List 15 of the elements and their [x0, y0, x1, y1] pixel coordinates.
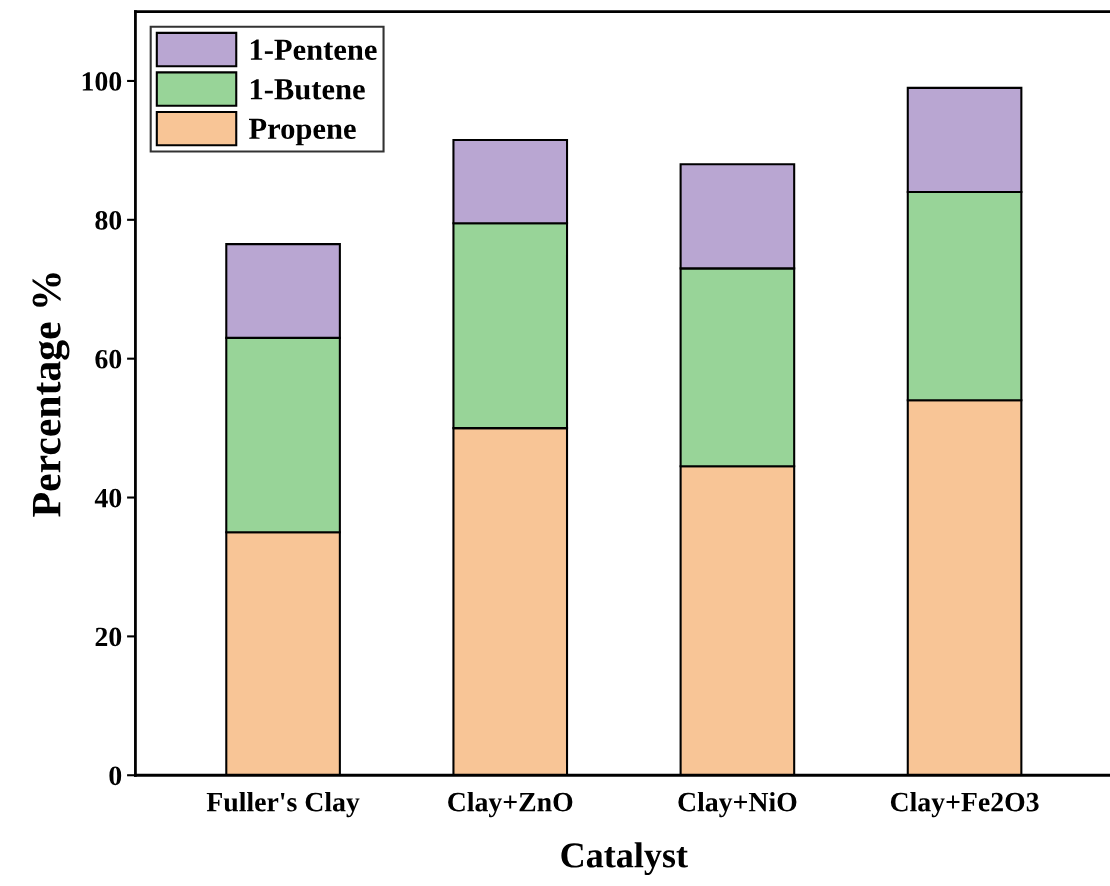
x-tick-label: Fuller's Clay — [206, 791, 360, 818]
legend-label: 1-Butene — [250, 79, 365, 100]
legend-label: Propene — [249, 118, 356, 146]
x-tick-label: Clay+Fe2O3 — [890, 791, 1039, 818]
x-axis-title: Catalyst — [561, 842, 688, 876]
y-tick-label: 0 — [109, 766, 122, 786]
legend-label: 1-Pentene — [250, 39, 377, 61]
x-tick-label: Clay+ZnO — [448, 791, 573, 818]
y-tick-label: 100 — [82, 72, 122, 91]
y-axis-title: Percentage % — [32, 273, 70, 517]
y-tick-label: 20 — [95, 627, 122, 647]
x-tick-label: Clay+NiO — [678, 791, 797, 818]
y-tick-label: 40 — [94, 488, 122, 508]
y-tick-label: 80 — [95, 210, 122, 230]
y-tick-label: 60 — [95, 349, 122, 369]
